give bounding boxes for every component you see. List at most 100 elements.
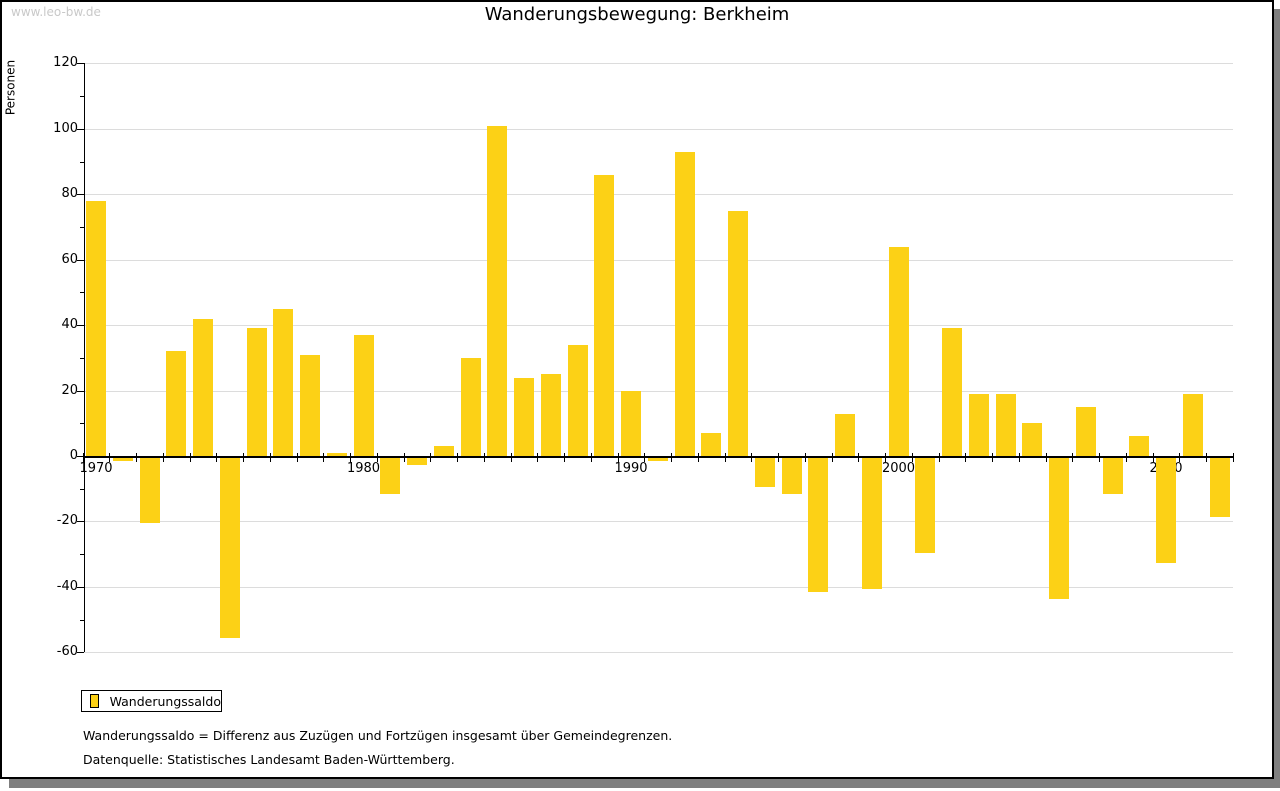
y-minor-tick (80, 292, 84, 294)
x-tick (403, 453, 405, 462)
bar-1977 (273, 308, 294, 456)
x-tick (724, 453, 726, 462)
y-tick-label: 0 (69, 448, 78, 463)
y-tick (77, 259, 84, 261)
y-minor-tick (80, 554, 84, 556)
gridline (84, 63, 1233, 65)
bar-1995 (754, 458, 775, 488)
bar-1983 (433, 446, 454, 456)
y-tick (77, 456, 84, 457)
gridline (84, 652, 1233, 654)
y-tick-label: -60 (56, 644, 78, 660)
bar-2005 (1022, 423, 1043, 456)
bar-1970 (86, 200, 106, 456)
bar-2008 (1102, 458, 1123, 494)
bar-1982 (407, 458, 427, 465)
bar-2006 (1049, 458, 1069, 599)
bar-2011 (1182, 393, 1203, 456)
y-tick (77, 63, 84, 65)
bar-1996 (781, 458, 802, 494)
y-tick (77, 390, 84, 392)
x-tick (296, 453, 298, 462)
x-tick (938, 453, 940, 462)
x-tick (1045, 453, 1047, 462)
x-tick (1018, 453, 1020, 462)
bar-2004 (995, 393, 1016, 456)
x-tick (269, 453, 271, 462)
bar-2009 (1129, 436, 1150, 456)
bar-1999 (861, 458, 882, 589)
x-tick (564, 453, 566, 462)
y-tick-label: 60 (61, 251, 78, 267)
x-tick (858, 453, 860, 462)
x-tick (510, 453, 512, 462)
bar-2010 (1156, 458, 1176, 563)
bar-1984 (460, 357, 481, 456)
x-tick (885, 453, 887, 462)
legend-label: Wanderungssaldo (109, 693, 221, 709)
bar-1976 (246, 328, 267, 456)
bar-2003 (968, 393, 989, 456)
bar-1998 (835, 413, 855, 456)
x-tick (804, 453, 806, 462)
bar-1990 (621, 390, 641, 456)
y-tick (77, 652, 84, 654)
x-tick (82, 453, 84, 462)
x-tick (483, 453, 485, 462)
bar-1994 (728, 210, 748, 456)
x-tick (778, 453, 780, 462)
x-axis-line (84, 456, 1233, 458)
watermark: www.leo-bw.de (11, 5, 101, 19)
x-tick (671, 453, 673, 462)
bar-2002 (942, 328, 962, 456)
gridline (84, 259, 1233, 261)
x-tick (350, 453, 352, 462)
bar-2007 (1075, 406, 1096, 456)
bar-1980 (353, 335, 374, 456)
y-tick-label: 100 (53, 120, 78, 136)
bar-1992 (674, 151, 695, 456)
y-minor-tick (80, 488, 84, 490)
bar-1973 (166, 351, 187, 456)
x-tick (644, 453, 646, 462)
x-tick (590, 453, 592, 462)
x-tick (136, 453, 138, 462)
x-tick (109, 453, 111, 462)
x-tick (1152, 453, 1154, 462)
y-tick (77, 586, 84, 588)
legend-swatch-icon (90, 694, 99, 708)
x-tick (216, 453, 218, 462)
x-tick (1099, 453, 1101, 462)
footnote-definition: Wanderungssaldo = Differenz aus Zuzügen … (83, 728, 673, 743)
gridline (84, 194, 1233, 196)
gridline (84, 521, 1233, 523)
x-tick (323, 453, 325, 462)
bar-1987 (540, 374, 561, 456)
y-tick (77, 521, 84, 523)
footnote-source: Datenquelle: Statistisches Landesamt Bad… (83, 752, 455, 767)
x-tick (831, 453, 833, 462)
bar-1981 (380, 458, 401, 494)
y-tick-label: 20 (61, 382, 78, 398)
y-tick-label: 40 (61, 317, 78, 333)
y-tick-label: 80 (61, 186, 78, 202)
bar-1989 (594, 174, 615, 456)
y-tick-label: -40 (56, 578, 78, 594)
x-tick-label-1980: 1980 (346, 461, 381, 476)
bar-1985 (487, 125, 508, 456)
legend: Wanderungssaldo (81, 690, 222, 712)
x-tick (376, 453, 378, 462)
bar-1972 (139, 458, 160, 524)
x-tick (965, 453, 967, 462)
x-tick (697, 453, 699, 462)
bar-1986 (514, 377, 534, 456)
y-minor-tick (80, 227, 84, 228)
y-tick-label: -20 (56, 513, 78, 529)
bar-1991 (647, 458, 668, 462)
x-tick (1072, 453, 1074, 462)
x-tick (457, 453, 459, 462)
y-minor-tick (80, 423, 84, 425)
bar-1997 (808, 458, 829, 593)
bar-1993 (701, 433, 722, 456)
